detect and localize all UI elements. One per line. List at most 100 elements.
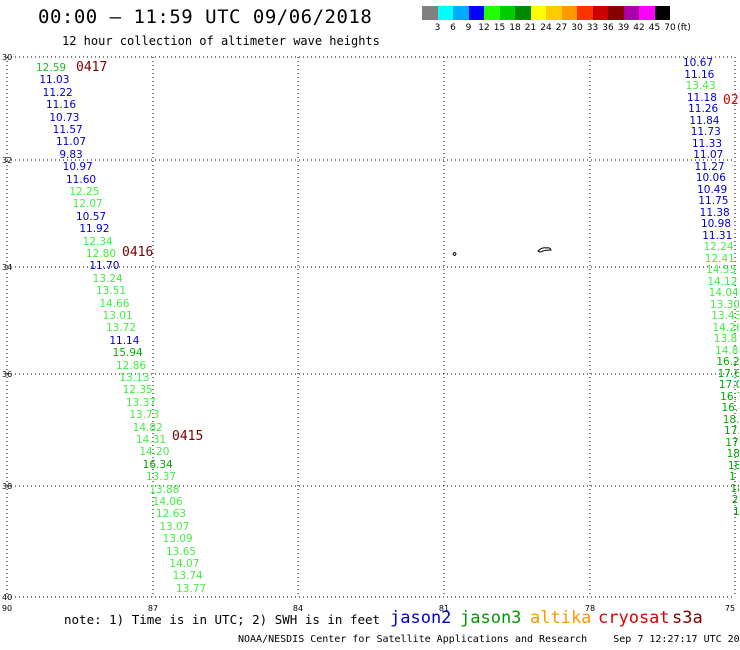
longitude-label: 81 (438, 604, 450, 613)
wave-height-value: 17.0 (718, 380, 739, 391)
scale-unit: (ft) (677, 23, 691, 33)
wave-height-value: 13.72 (106, 322, 137, 335)
wave-height-value: 13.01 (102, 310, 133, 322)
scale-label: 3 (434, 23, 441, 33)
island-shape (452, 252, 457, 256)
wave-height-value: 18 (727, 460, 739, 472)
wave-height-value: 14.04 (708, 288, 739, 299)
longitude-label: 87 (147, 604, 159, 613)
longitude-label: 75 (724, 604, 736, 613)
wave-height-value: 13.73 (129, 409, 160, 422)
wave-height-value: 11.70 (89, 260, 120, 273)
longitude-label: 78 (584, 604, 596, 613)
wave-height-value: 13.65 (166, 545, 197, 558)
satellite-legend-jason3: jason3 (460, 608, 522, 628)
scale-swatch (592, 6, 608, 20)
footer-credit: NOAA/NESDIS Center for Satellite Applica… (238, 634, 740, 645)
wave-height-value: 13.37 (146, 471, 177, 484)
scale-label: 18 (509, 23, 521, 33)
wave-height-value: 12.07 (72, 198, 103, 211)
wave-height-value: 14.53 (706, 265, 737, 276)
satellite-legend-jason2: jason2 (390, 608, 452, 628)
island-shape (537, 247, 552, 253)
wave-height-value: 14.07 (169, 558, 200, 570)
wave-height-value: 13.30 (709, 299, 739, 311)
wave-height-value: 14.82 (132, 421, 163, 434)
latitude-label: 34 (2, 263, 13, 272)
wave-height-value: 13.37 (126, 396, 157, 409)
wave-height-value: 10.06 (695, 173, 726, 184)
wave-height-value: 13.13 (119, 372, 150, 384)
wave-height-value: 12.86 (116, 359, 147, 372)
pass-label-0417: 0417 (76, 60, 108, 75)
wave-height-value: 11.57 (52, 124, 83, 136)
latitude-label: 40 (2, 593, 13, 602)
scale-swatch (422, 6, 438, 20)
wave-height-value: 11.84 (689, 115, 720, 127)
wave-height-value: 13.43 (711, 311, 739, 322)
page-title: 00:00 – 11:59 UTC 09/06/2018 (38, 6, 373, 28)
scale-label: 70 (664, 23, 676, 33)
scale-label: 9 (465, 23, 472, 33)
scale-label: 6 (450, 23, 456, 33)
wave-height-value: 12.80 (86, 248, 117, 260)
wave-height-value: 14.06 (152, 496, 183, 508)
wave-height-value: 14.12 (707, 276, 738, 288)
wave-height-value: 10.73 (49, 111, 80, 124)
wave-height-value: 11.31 (702, 230, 733, 242)
wave-height-value: 11.27 (694, 161, 725, 173)
wave-height-value: 12.41 (704, 253, 735, 265)
pass-label-right: 02 (723, 93, 739, 108)
wave-height-value: 11.16 (46, 99, 77, 112)
wave-height-value: 13.8 (713, 334, 738, 345)
scale-swatch (499, 6, 515, 20)
scale-swatch (468, 6, 484, 20)
satellite-legend-cryosat: cryosat (598, 608, 670, 628)
wave-height-value: 11.22 (42, 86, 73, 99)
pass-label-0416: 0416 (122, 245, 154, 260)
wave-height-value: 1. (733, 506, 739, 518)
wave-height-value: 11.07 (693, 150, 724, 161)
wave-height-value: 12.35 (122, 384, 153, 397)
footer-note: note: 1) Time is in UTC; 2) SWH is in fe… (64, 612, 381, 627)
wave-height-value: 12.34 (82, 235, 113, 248)
scale-label: 39 (617, 23, 630, 33)
pass-label-0415: 0415 (172, 429, 204, 444)
wave-height-value: 11.16 (684, 69, 715, 81)
wave-height-value: 13.74 (172, 570, 203, 583)
wave-height-value: 11.73 (690, 127, 721, 138)
wave-height-value: 12.24 (703, 242, 734, 253)
scale-swatch (623, 6, 639, 20)
wave-height-value: 16.34 (142, 458, 173, 471)
wave-height-value: 12.59 (36, 62, 67, 74)
latitude-label: 38 (2, 482, 13, 491)
wave-height-value: 14.31 (136, 434, 167, 446)
wave-height-value: 11.07 (56, 136, 87, 149)
wave-height-value: 12.25 (69, 186, 100, 198)
scale-swatch (639, 6, 655, 20)
scale-label: 27 (555, 23, 568, 33)
wave-height-value: 20 (731, 495, 739, 506)
wave-height-value: 18. (722, 414, 739, 426)
latitude-label: 32 (2, 156, 13, 165)
wave-height-value: 16.7 (720, 391, 739, 403)
scale-label: 42 (633, 23, 645, 33)
wave-height-value: 13.51 (96, 285, 127, 298)
scale-swatch (561, 6, 577, 20)
wave-height-value: 11.38 (699, 207, 730, 219)
wave-height-value: 17. (724, 426, 739, 437)
scale-swatch (546, 6, 562, 20)
wave-height-value: 13.24 (92, 272, 123, 285)
scale-swatch (484, 6, 500, 20)
wave-height-value: 11.75 (698, 196, 729, 207)
scale-label: 36 (602, 23, 614, 33)
wave-height-value: 11.26 (688, 104, 719, 115)
wave-height-value: 13.43 (685, 81, 716, 92)
wave-height-value: 16.4 (721, 403, 739, 414)
wave-height-value: 1 (729, 472, 736, 483)
wave-height-value: 14.66 (99, 297, 130, 310)
wave-height-value: 14.8 (715, 345, 739, 357)
wave-height-value: 15.94 (112, 347, 143, 360)
credit-timestamp: Sep 7 12:27:17 UTC 2018 (613, 634, 740, 645)
wave-height-value: 9.83 (59, 148, 83, 161)
